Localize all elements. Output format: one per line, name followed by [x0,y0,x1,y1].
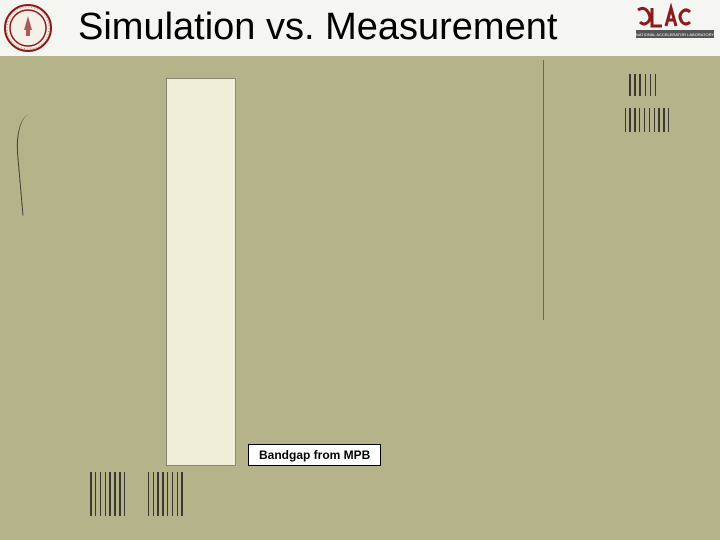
vertical-line [543,60,544,320]
caption-label: Bandgap from MPB [248,444,381,466]
barcode-bottom-1 [90,472,128,516]
scratch-mark [14,112,63,215]
highlight-region [166,78,236,466]
svg-text:NATIONAL ACCELERATOR LABORATOR: NATIONAL ACCELERATOR LABORATORY [636,32,714,37]
barcode-top-1 [629,74,660,96]
slide-title: Simulation vs. Measurement [78,6,557,49]
content-area: Bandgap from MPB [0,56,720,540]
slac-logo-icon: NATIONAL ACCELERATOR LABORATORY [636,2,714,42]
barcode-bottom-2 [148,472,185,516]
barcode-top-2 [625,108,672,132]
stanford-seal-icon [4,4,52,52]
slide-header: Simulation vs. Measurement NATIONAL ACCE… [0,0,720,56]
